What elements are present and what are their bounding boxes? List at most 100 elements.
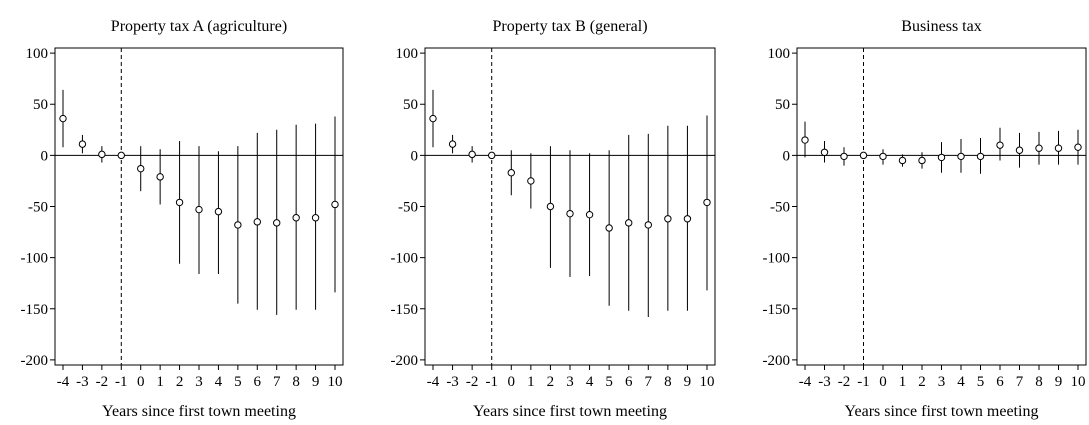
panel-2-x-tick-label: -3 <box>446 374 459 390</box>
panel-1-y-tick-label: -150 <box>21 302 49 318</box>
panel-2-x-tick-label: -2 <box>466 374 479 390</box>
panel-2-point-estimate <box>448 140 457 148</box>
panel-2-point-estimate <box>625 219 633 227</box>
panel-1-x-tick-label: 3 <box>195 374 203 390</box>
panel-3-x-tick-label: 4 <box>957 374 965 390</box>
panel-2-x-tick-label: 3 <box>566 374 574 390</box>
panel-3-point-estimate <box>840 152 848 161</box>
panel-3-point-estimate <box>1074 143 1082 151</box>
panel-3-x-tick-label: 2 <box>918 374 926 390</box>
panel-3-y-tick-label: -200 <box>763 353 791 369</box>
panel-1-x-tick-label: -3 <box>76 374 89 390</box>
panel-3-y-tick-label: 0 <box>783 148 791 164</box>
panel-3-x-tick-label: 1 <box>899 374 907 390</box>
panel-1-y-tick-label: -100 <box>21 251 49 267</box>
panel-1-point-estimate <box>137 164 145 173</box>
panel-1-x-tick-label: -2 <box>96 374 109 390</box>
panel-3-x-axis-label: Years since first town meeting <box>845 403 1039 420</box>
panel-3-x-tick-label: 10 <box>1071 374 1086 390</box>
panel-2-point-estimate <box>664 215 672 223</box>
panel-1-title: Property tax A (agriculture) <box>111 18 287 35</box>
panel-3-point-estimate <box>957 152 965 161</box>
panel-3-x-tick-label: -2 <box>838 374 851 390</box>
panel-3-point-estimate <box>918 156 926 165</box>
panel-2-point-estimate <box>507 169 515 177</box>
panel-1-x-tick-label: -1 <box>115 374 128 390</box>
panel-3-x-tick-label: -1 <box>857 374 870 390</box>
panel-1-x-tick-label: 0 <box>137 374 145 390</box>
panel-3-y-tick-label: 100 <box>768 46 791 62</box>
panel-3-y-tick-label: 50 <box>775 97 790 113</box>
panel-3-point-estimate <box>898 156 907 165</box>
panel-3-point-estimate <box>1035 144 1043 152</box>
panel-3-x-tick-label: -4 <box>799 374 812 390</box>
panel-2-x-tick-label: 2 <box>547 374 555 390</box>
panel-1-point-estimate <box>175 198 184 207</box>
panel-2-x-tick-label: 5 <box>605 374 613 390</box>
panel-3-y-tick-label: -50 <box>770 200 790 216</box>
panel-1-point-estimate <box>195 205 203 214</box>
panel-2-point-estimate <box>429 114 437 123</box>
panel-2-y-tick-label: -50 <box>398 200 418 216</box>
panel-3-point-estimate <box>937 153 946 162</box>
panel-2-point-estimate <box>468 150 476 159</box>
panel-2-title: Property tax B (general) <box>492 18 647 35</box>
panel-3-title: Business tax <box>901 18 981 35</box>
panel-1-point-estimate <box>311 214 320 222</box>
panel-1-point-estimate <box>117 151 125 160</box>
panel-3-point-estimate <box>820 148 829 157</box>
panel-2-x-tick-label: -1 <box>485 374 498 390</box>
panel-2-y-tick-label: -150 <box>391 302 419 318</box>
panel-1-y-tick-label: 0 <box>41 148 49 164</box>
panel-2-point-estimate <box>546 202 555 211</box>
panel-3-x-tick-label: 3 <box>938 374 946 390</box>
panel-3-x-tick-label: 6 <box>996 374 1004 390</box>
panel-1-point-estimate <box>234 221 242 229</box>
panel-1-point-estimate <box>78 140 87 148</box>
panel-2-x-tick-label: 7 <box>645 374 653 390</box>
panel-2-x-tick-label: 4 <box>586 374 594 390</box>
panel-2-y-tick-label: 0 <box>411 148 419 164</box>
panel-3-x-tick-label: 8 <box>1035 374 1043 390</box>
panel-2-point-estimate <box>683 215 692 223</box>
panel-2-point-estimate <box>488 151 496 160</box>
panel-2-y-tick-label: -200 <box>391 353 419 369</box>
panel-1-y-tick-label: 100 <box>26 46 49 62</box>
panel-2-x-axis-label: Years since first town meeting <box>473 403 667 420</box>
panel-2-point-estimate <box>605 224 613 232</box>
panel-2-point-estimate <box>527 177 535 185</box>
panel-2-point-estimate <box>566 209 574 218</box>
panel-1-x-tick-label: 1 <box>156 374 164 390</box>
panel-3-x-tick-label: 9 <box>1055 374 1063 390</box>
panel-2-x-tick-label: 6 <box>625 374 633 390</box>
panel-1-point-estimate <box>98 150 106 159</box>
panel-1-x-tick-label: 2 <box>176 374 184 390</box>
panel-3-point-estimate <box>859 151 868 160</box>
panel-1-x-tick-label: 5 <box>234 374 242 390</box>
panel-2-x-tick-label: 8 <box>664 374 672 390</box>
panel-3-x-tick-label: 7 <box>1016 374 1024 390</box>
panel-1-x-tick-label: 8 <box>292 374 300 390</box>
panel-3-point-estimate <box>976 152 985 161</box>
panel-3-x-tick-label: 0 <box>879 374 887 390</box>
panel-2-x-tick-label: 0 <box>508 374 516 390</box>
panel-3-point-estimate <box>1054 144 1063 152</box>
panel-2-x-tick-label: 10 <box>700 374 715 390</box>
panel-1-x-tick-label: -4 <box>57 374 70 390</box>
panel-2-point-estimate <box>703 198 711 207</box>
panel-1-y-tick-label: -50 <box>28 200 48 216</box>
panel-1-x-axis-label: Years since first town meeting <box>102 403 296 420</box>
panel-3-x-tick-label: 5 <box>977 374 985 390</box>
panel-1-point-estimate <box>156 173 164 181</box>
panel-1-x-tick-label: 9 <box>312 374 320 390</box>
panel-3-point-estimate <box>1015 146 1024 154</box>
panel-1-point-estimate <box>253 218 261 226</box>
panel-1-point-estimate <box>273 219 281 227</box>
panel-property-tax-b: Property tax B (general)100500-50-100-15… <box>391 18 716 420</box>
panel-3-plot-frame <box>796 47 1087 366</box>
panel-2-y-tick-label: -100 <box>391 251 419 267</box>
panel-1-point-estimate <box>59 114 67 123</box>
panel-1-point-estimate <box>331 200 339 209</box>
panel-3-y-tick-label: -150 <box>763 302 791 318</box>
